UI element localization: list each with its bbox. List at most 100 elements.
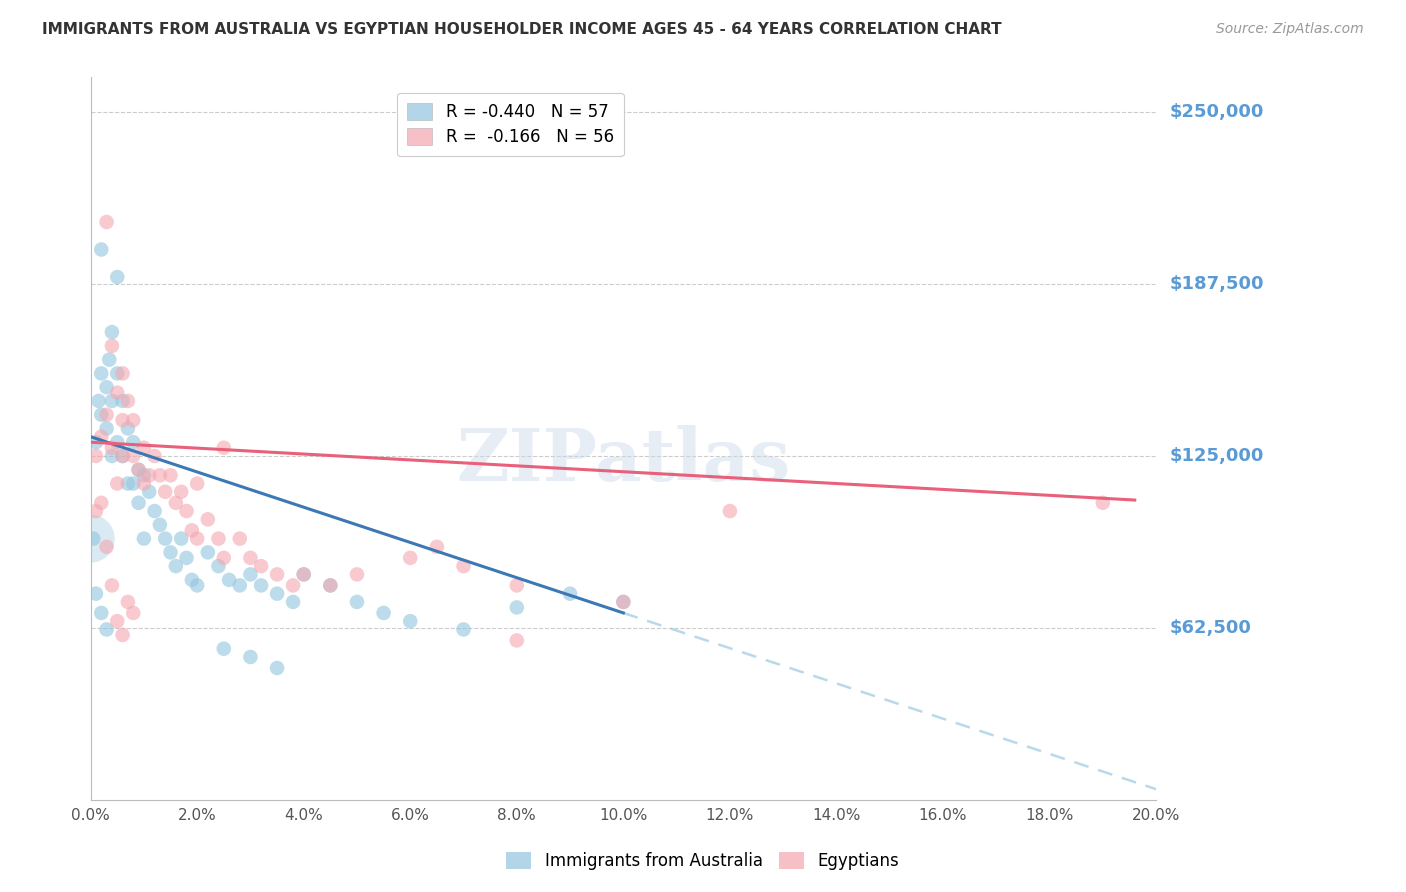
Point <box>239 550 262 565</box>
Point <box>239 650 262 665</box>
Point <box>122 476 145 491</box>
Point <box>292 567 315 582</box>
Point <box>128 463 150 477</box>
Point <box>122 435 145 450</box>
Point <box>98 352 121 367</box>
Point <box>180 573 202 587</box>
Point <box>399 614 422 628</box>
Point <box>82 532 104 546</box>
Point <box>159 468 181 483</box>
Point <box>180 524 202 538</box>
Point <box>90 496 112 510</box>
Point <box>117 393 139 408</box>
Point <box>266 661 288 675</box>
Point <box>197 545 219 559</box>
Point <box>186 532 208 546</box>
Point <box>101 578 124 592</box>
Point <box>117 421 139 435</box>
Point <box>96 623 118 637</box>
Point <box>143 449 166 463</box>
Point <box>105 476 128 491</box>
Point <box>79 532 101 546</box>
Point <box>346 595 368 609</box>
Point <box>101 393 124 408</box>
Point <box>84 587 107 601</box>
Text: $187,500: $187,500 <box>1170 275 1264 293</box>
Point <box>229 532 252 546</box>
Point <box>266 567 288 582</box>
Point <box>105 614 128 628</box>
Point <box>346 567 368 582</box>
Point <box>170 484 193 499</box>
Point <box>281 578 304 592</box>
Point <box>266 587 288 601</box>
Point <box>506 633 529 648</box>
Point <box>207 559 229 574</box>
Point <box>84 449 107 463</box>
Point <box>612 595 634 609</box>
Point <box>506 578 529 592</box>
Point <box>186 476 208 491</box>
Point <box>111 449 134 463</box>
Point <box>143 504 166 518</box>
Point <box>96 380 118 394</box>
Point <box>426 540 449 554</box>
Point <box>105 270 128 285</box>
Point <box>506 600 529 615</box>
Point <box>90 408 112 422</box>
Point <box>132 476 155 491</box>
Point <box>117 595 139 609</box>
Point <box>105 367 128 381</box>
Point <box>96 540 118 554</box>
Point <box>292 567 315 582</box>
Point <box>111 628 134 642</box>
Point <box>96 215 118 229</box>
Point <box>105 435 128 450</box>
Point <box>101 339 124 353</box>
Point <box>122 449 145 463</box>
Point <box>117 476 139 491</box>
Legend: R = -0.440   N = 57, R =  -0.166   N = 56: R = -0.440 N = 57, R = -0.166 N = 56 <box>398 93 624 156</box>
Point <box>111 367 134 381</box>
Point <box>101 449 124 463</box>
Point <box>122 606 145 620</box>
Point <box>218 573 240 587</box>
Point <box>281 595 304 609</box>
Point <box>453 559 475 574</box>
Legend: Immigrants from Australia, Egyptians: Immigrants from Australia, Egyptians <box>499 845 907 877</box>
Point <box>612 595 634 609</box>
Point <box>96 408 118 422</box>
Point <box>170 532 193 546</box>
Point <box>1091 496 1114 510</box>
Point <box>186 578 208 592</box>
Point <box>122 413 145 427</box>
Point <box>111 413 134 427</box>
Point <box>250 559 273 574</box>
Point <box>207 532 229 546</box>
Point <box>250 578 273 592</box>
Point <box>212 441 235 455</box>
Point <box>132 532 155 546</box>
Point <box>87 393 110 408</box>
Point <box>319 578 342 592</box>
Point <box>153 484 176 499</box>
Point <box>149 517 172 532</box>
Point <box>176 504 198 518</box>
Point <box>153 532 176 546</box>
Point <box>373 606 395 620</box>
Point <box>101 441 124 455</box>
Point <box>399 550 422 565</box>
Point <box>165 496 187 510</box>
Point <box>212 641 235 656</box>
Point <box>132 468 155 483</box>
Point <box>138 484 160 499</box>
Point <box>84 504 107 518</box>
Text: IMMIGRANTS FROM AUSTRALIA VS EGYPTIAN HOUSEHOLDER INCOME AGES 45 - 64 YEARS CORR: IMMIGRANTS FROM AUSTRALIA VS EGYPTIAN HO… <box>42 22 1002 37</box>
Point <box>558 587 581 601</box>
Point <box>90 606 112 620</box>
Point <box>138 468 160 483</box>
Point <box>128 496 150 510</box>
Point <box>101 325 124 339</box>
Point <box>84 435 107 450</box>
Point <box>90 430 112 444</box>
